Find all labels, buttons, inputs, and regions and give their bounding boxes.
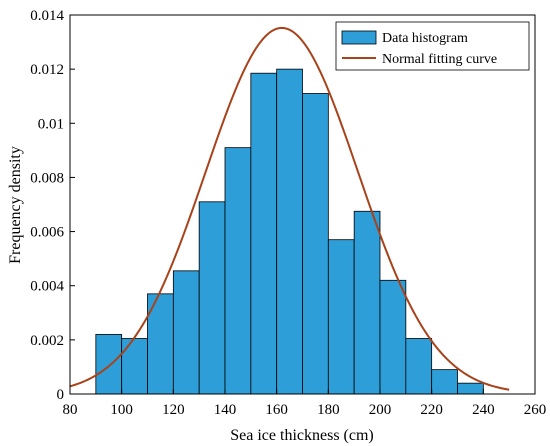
y-tick-label: 0 [57, 387, 65, 403]
x-axis-ticks: 80 100 120 140 160 180 200 220 240 260 [63, 389, 547, 418]
y-tick-label: 0.004 [30, 279, 64, 295]
legend-box [335, 21, 530, 71]
x-tick-label: 140 [214, 402, 237, 418]
histogram-bar [379, 279, 407, 395]
y-tick-label: 0.008 [30, 170, 64, 186]
x-tick-label: 220 [420, 402, 443, 418]
histogram-bar [302, 93, 329, 395]
y-tick-label: 0.006 [30, 225, 64, 241]
histogram-bar [250, 72, 278, 395]
y-tick-label: 0.014 [30, 8, 64, 24]
y-axis-label: Frequency density [7, 146, 24, 264]
y-tick-label: 0.002 [30, 333, 64, 349]
x-tick-label: 180 [317, 402, 340, 418]
histogram-bar [276, 68, 303, 395]
histogram-bar [198, 201, 226, 395]
y-tick-label: 0.01 [38, 116, 64, 132]
legend-swatch-histogram [341, 30, 377, 45]
histogram-bars [95, 68, 484, 395]
histogram-bar [405, 338, 433, 395]
x-tick-label: 120 [162, 402, 185, 418]
histogram-bar [121, 338, 148, 395]
x-tick-label: 240 [472, 402, 495, 418]
legend: Data histogram Normal fitting curve [335, 21, 530, 71]
histogram-bar [353, 210, 381, 395]
histogram-bar [224, 147, 252, 395]
x-axis-label: Sea ice thickness (cm) [230, 427, 374, 444]
legend-label-curve: Normal fitting curve [382, 52, 497, 67]
y-axis-ticks: 0 0.002 0.004 0.006 0.008 0.01 0.012 0.014 [30, 8, 75, 403]
histogram-bar [172, 270, 200, 395]
x-tick-label: 100 [110, 402, 133, 418]
histogram-bar [95, 334, 123, 395]
histogram-bar [457, 382, 484, 395]
x-tick-label: 200 [369, 402, 392, 418]
plot-frame [69, 14, 536, 395]
normal-fitting-curve [69, 26, 510, 391]
x-tick-label: 80 [63, 402, 78, 418]
x-tick-label: 160 [265, 402, 288, 418]
legend-label-histogram: Data histogram [382, 31, 468, 46]
y-tick-label: 0.012 [30, 62, 64, 78]
histogram-bar [327, 239, 355, 395]
x-tick-label: 260 [524, 402, 547, 418]
histogram-bar [431, 369, 458, 395]
